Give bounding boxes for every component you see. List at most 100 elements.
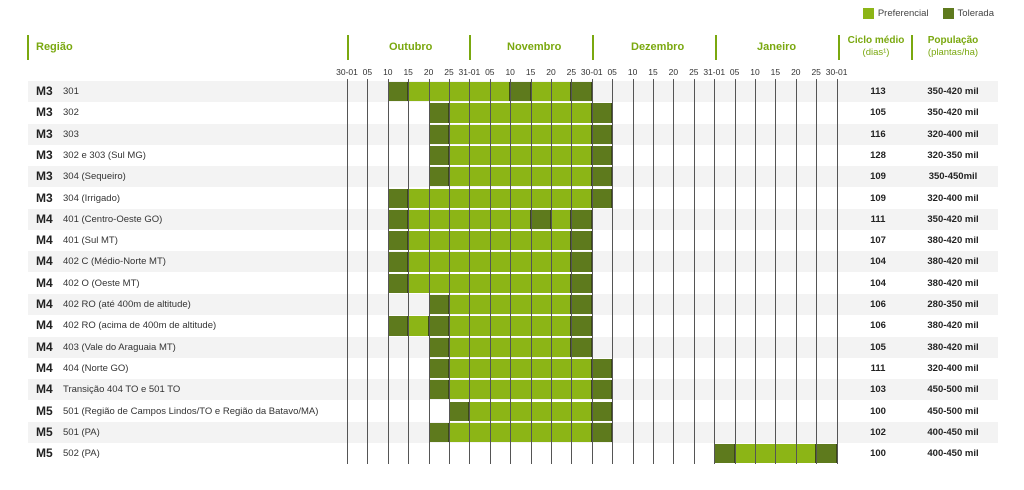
- x-tick-label: 25: [689, 67, 699, 77]
- table-row: M4 402 O (Oeste MT) 104 380-420 mil: [28, 273, 998, 294]
- header-cycle-sub: (dias¹): [862, 47, 890, 58]
- tolerated-period-bar: [571, 252, 592, 272]
- x-tick-label: 10: [750, 67, 760, 77]
- row-maturity-code: M4: [36, 275, 53, 290]
- preferred-period-bar: [449, 422, 592, 443]
- x-tick-label: 20: [423, 67, 434, 77]
- row-population: 320-400 mil: [927, 362, 979, 374]
- legend: Preferencial Tolerada: [849, 8, 994, 19]
- tolerated-period-bar: [387, 316, 409, 336]
- row-maturity-code: M4: [36, 233, 53, 248]
- row-population: 380-420 mil: [927, 256, 979, 268]
- table-row: M4 404 (Norte GO) 111 320-400 mil: [28, 358, 998, 379]
- preferred-period-bar: [449, 167, 592, 187]
- tolerated-period-bar: [387, 209, 409, 230]
- row-cycle: 109: [870, 192, 886, 204]
- tolerated-period-bar: [591, 167, 613, 187]
- grid-line: [673, 79, 675, 465]
- tolerated-period-bar: [387, 231, 409, 251]
- table-row: M3 302 e 303 (Sul MG) 128 320-350 mil: [28, 145, 998, 166]
- tolerated-period-bar: [571, 316, 592, 336]
- row-region: 402 RO (acima de 400m de altitude): [63, 320, 217, 332]
- x-tick-label: 05: [485, 67, 495, 77]
- grid-line: [387, 79, 389, 465]
- header-cycle-title: Ciclo médio: [847, 35, 905, 46]
- row-cycle: 107: [870, 235, 886, 247]
- grid-line: [795, 79, 797, 465]
- legend-preferred-label: Preferencial: [877, 8, 929, 19]
- row-maturity-code: M4: [36, 318, 53, 333]
- tolerated-period-bar: [387, 252, 409, 272]
- header-population-sub: (plantas/ha): [927, 47, 979, 58]
- row-maturity-code: M3: [36, 190, 53, 205]
- header-divider-oct: [347, 35, 349, 60]
- tolerated-period-bar: [530, 209, 551, 230]
- tolerated-period-bar: [714, 444, 735, 464]
- row-population: 320-400 mil: [927, 128, 979, 140]
- x-tick-label: 10: [505, 67, 515, 77]
- tolerated-period-bar: [571, 82, 592, 102]
- tolerated-period-bar: [428, 422, 449, 443]
- grid-line: [551, 79, 552, 465]
- row-maturity-code: M4: [36, 339, 53, 354]
- row-population: 380-420 mil: [927, 341, 979, 353]
- legend-tolerated-label: Tolerada: [957, 8, 994, 19]
- grid-line: [632, 79, 634, 465]
- row-region: 402 O (Oeste MT): [63, 277, 140, 289]
- grid-line: [571, 79, 573, 465]
- grid-line: [612, 79, 614, 465]
- row-region: 401 (Sul MT): [63, 235, 118, 247]
- row-cycle: 102: [870, 426, 886, 438]
- header-population-title: População: [927, 35, 979, 46]
- header-divider-population: [911, 35, 913, 60]
- grid-line: [489, 79, 491, 465]
- row-maturity-code: M3: [36, 169, 53, 184]
- row-maturity-code: M3: [36, 84, 53, 98]
- row-population: 400-450 mil: [927, 426, 979, 438]
- header-cycle: Ciclo médio (dias¹): [844, 35, 908, 59]
- row-maturity-code: M3: [36, 105, 53, 120]
- x-tick-label: 15: [525, 67, 536, 77]
- preferred-period-bar: [408, 188, 592, 208]
- grid-line: [653, 79, 654, 465]
- row-region: 402 RO (até 400m de altitude): [63, 299, 191, 310]
- row-population: 380-420 mil: [927, 235, 979, 247]
- x-tick-label: 25: [811, 67, 821, 77]
- tolerated-period-bar: [428, 103, 449, 123]
- row-population: 400-450 mil: [927, 448, 979, 460]
- x-tick-label: 15: [648, 67, 658, 77]
- tolerated-period-bar: [571, 209, 592, 230]
- row-region: 403 (Vale do Araguaia MT): [63, 341, 176, 353]
- row-region: 302 e 303 (Sul MG): [63, 149, 146, 161]
- preferred-period-bar: [449, 145, 592, 166]
- header-divider-nov: [469, 35, 471, 60]
- row-region: 502 (PA): [63, 448, 100, 460]
- x-tick-label: 05: [362, 67, 373, 77]
- grid-line: [449, 79, 450, 465]
- row-cycle: 113: [870, 86, 886, 97]
- row-region: 501 (Região de Campos Lindos/TO e Região…: [63, 405, 319, 417]
- row-region: 404 (Norte GO): [63, 362, 129, 374]
- header-region: Região: [36, 41, 73, 53]
- preferred-period-bar: [408, 316, 429, 336]
- header-month-december: Dezembro: [631, 41, 685, 53]
- tolerated-period-bar: [387, 273, 409, 293]
- header-population: População (plantas/ha): [918, 35, 988, 59]
- x-tick-label: 20: [546, 67, 556, 77]
- row-region: 304 (Irrigado): [63, 192, 121, 204]
- row-region: 501 (PA): [63, 426, 100, 438]
- tolerated-period-bar: [571, 337, 592, 357]
- table-row: M4 402 RO (acima de 400m de altitude) 106 3…: [28, 315, 998, 336]
- table-row: M3 304 (Irrigado) 109 320-400 mil: [28, 188, 998, 209]
- tolerated-period-bar: [428, 295, 449, 315]
- tolerated-period-bar: [428, 358, 449, 379]
- tolerated-period-bar: [571, 273, 592, 293]
- tolerated-period-bar: [387, 188, 409, 208]
- row-population: 280-350 mil: [927, 299, 979, 310]
- preferred-period-bar: [551, 209, 572, 230]
- row-region: Transição 404 TO e 501 TO: [63, 384, 181, 396]
- row-region: 401 (Centro-Oeste GO): [63, 213, 163, 225]
- row-maturity-code: M3: [36, 147, 53, 162]
- row-maturity-code: M5: [36, 446, 53, 461]
- preferred-period-bar: [408, 82, 511, 102]
